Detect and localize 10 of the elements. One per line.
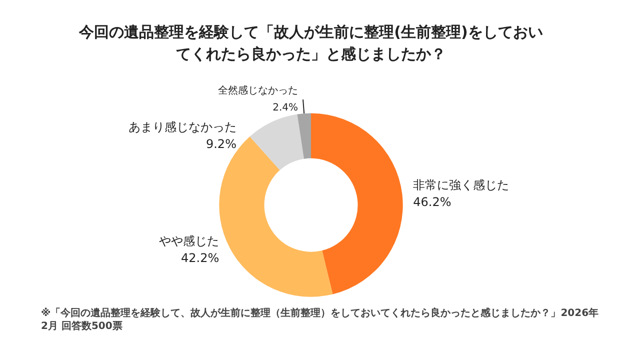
slice-label: 全然感じなかった <box>218 84 298 97</box>
text: ※「今回の遺品整理を経験して、故人が生前に整理（生前整理）をしておいてくれたら良かったと感じましたか？」2026年2月 回答数500票 <box>41 307 599 332</box>
data-label: 9.2% <box>206 137 236 152</box>
data-label: 2.4% <box>272 102 298 114</box>
slice-label: やや感じた <box>159 234 220 248</box>
slice-label: 非常に強く感じた <box>413 178 510 192</box>
data-label: 42.2% <box>181 251 220 266</box>
slice-label: あまり感じなかった <box>128 120 236 134</box>
chart-title: 今回の遺品整理を経験して「故人が生前に整理(生前整理)をしておいてくれたら良かった」と感じましたか？ <box>78 23 543 63</box>
data-label: 46.2% <box>413 195 452 210</box>
